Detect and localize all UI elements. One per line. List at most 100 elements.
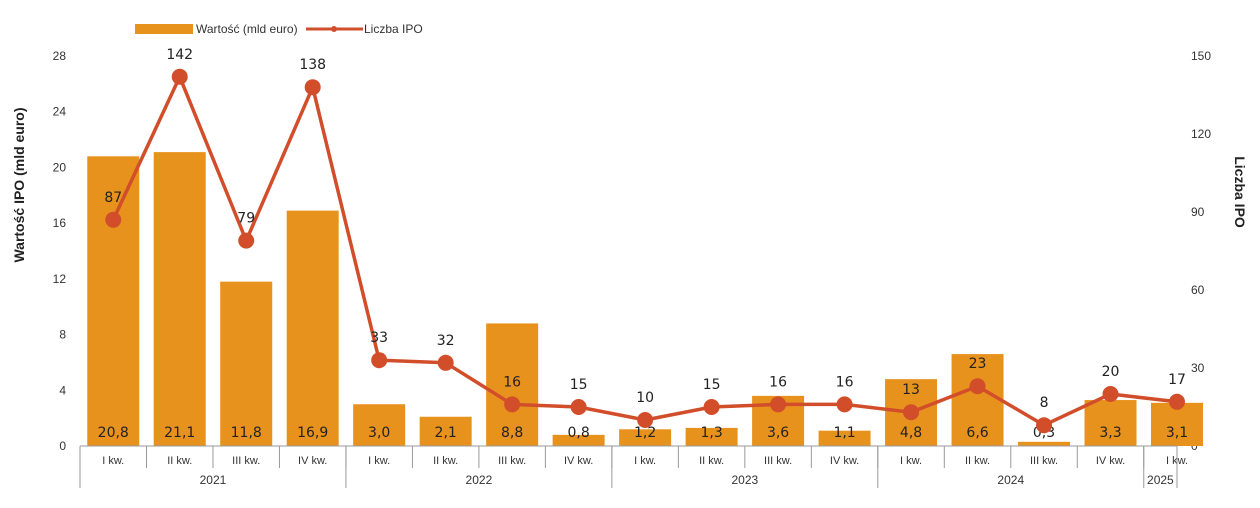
category-label: I kw. bbox=[634, 455, 656, 467]
category-label: I kw. bbox=[368, 455, 390, 467]
line-point bbox=[171, 68, 188, 85]
line-series bbox=[105, 68, 1185, 434]
y2-tick-label: 150 bbox=[1191, 49, 1211, 63]
bar bbox=[419, 416, 472, 446]
line-point bbox=[637, 412, 654, 428]
bar bbox=[685, 427, 738, 446]
y-tick-label: 12 bbox=[53, 272, 67, 286]
y2-tick-label: 120 bbox=[1191, 127, 1211, 141]
bar bbox=[552, 434, 605, 446]
line-value-label: 138 bbox=[299, 57, 326, 73]
bar-value-label: 0,8 bbox=[568, 425, 590, 441]
legend-bar-label: Wartość (mld euro) bbox=[196, 22, 298, 36]
bar bbox=[1151, 402, 1203, 446]
bar-value-label: 1,2 bbox=[634, 425, 656, 441]
line-point bbox=[304, 79, 321, 96]
bar bbox=[353, 404, 406, 446]
line-point bbox=[238, 232, 255, 249]
bar bbox=[818, 430, 871, 446]
y-tick-label: 16 bbox=[53, 216, 67, 230]
y-tick-label: 8 bbox=[59, 328, 66, 342]
line-value-label: 87 bbox=[104, 190, 122, 206]
bar bbox=[951, 354, 1004, 446]
line-point bbox=[836, 396, 853, 413]
y-tick-label: 0 bbox=[59, 439, 66, 453]
category-label: III kw. bbox=[232, 455, 260, 467]
line-point bbox=[105, 211, 122, 228]
category-label: III kw. bbox=[764, 455, 792, 467]
line-point bbox=[703, 399, 720, 415]
line-value-label: 13 bbox=[902, 382, 920, 398]
series-line bbox=[111, 75, 1178, 427]
y-axis-title: Wartość IPO (mld euro) bbox=[11, 107, 27, 262]
line-value-label: 142 bbox=[166, 47, 193, 63]
line-value-label: 79 bbox=[237, 211, 255, 227]
line-point bbox=[1036, 417, 1053, 434]
bar-value-label: 20,8 bbox=[98, 425, 129, 441]
x-axis: I kw. II kw. III kw. IV kw. I kw. II kw. III k… bbox=[79, 445, 1188, 488]
line-point bbox=[371, 352, 388, 369]
bar-value-label: 8,8 bbox=[501, 425, 523, 441]
category-label: IV kw. bbox=[830, 455, 859, 467]
y-tick-label: 28 bbox=[53, 49, 67, 63]
category-label: IV kw. bbox=[1096, 455, 1125, 467]
category-label: II kw. bbox=[433, 455, 458, 467]
line-point bbox=[903, 404, 920, 421]
bar-value-label: 3,0 bbox=[368, 425, 390, 441]
bar bbox=[87, 156, 140, 447]
bar bbox=[1084, 400, 1137, 446]
y2-axis-ticks: 0306090120150 bbox=[1191, 49, 1211, 453]
line-point bbox=[770, 396, 787, 413]
line-value-label: 16 bbox=[503, 374, 521, 390]
bar-value-label: 1,3 bbox=[700, 425, 722, 441]
legend-bar-swatch bbox=[135, 24, 193, 34]
year-label: 2025 bbox=[1147, 473, 1174, 487]
line-value-label: 16 bbox=[769, 374, 787, 390]
line-value-label: 10 bbox=[636, 390, 654, 406]
y-tick-label: 4 bbox=[59, 383, 66, 397]
year-label: 2024 bbox=[997, 473, 1024, 487]
bar-value-label: 2,1 bbox=[435, 425, 457, 441]
category-label: II kw. bbox=[167, 455, 192, 467]
category-label: I kw. bbox=[102, 455, 124, 467]
category-label: III kw. bbox=[1030, 455, 1058, 467]
bar bbox=[153, 152, 206, 446]
line-point bbox=[969, 378, 986, 395]
line-point bbox=[1102, 386, 1119, 402]
y2-tick-label: 30 bbox=[1191, 361, 1205, 375]
bars bbox=[87, 152, 1203, 447]
category-label: II kw. bbox=[965, 455, 990, 467]
category-label: I kw. bbox=[900, 455, 922, 467]
line-point bbox=[570, 399, 587, 415]
category-label: IV kw. bbox=[298, 455, 327, 467]
bar-value-label: 1,1 bbox=[833, 425, 855, 441]
bar-value-label: 11,8 bbox=[231, 425, 262, 441]
line-value-label: 15 bbox=[570, 377, 588, 393]
line-value-label: 20 bbox=[1102, 364, 1120, 380]
line-value-label: 33 bbox=[370, 330, 388, 346]
bar-value-label: 3,3 bbox=[1099, 425, 1121, 441]
line-value-labels: 87 142 79 138 33 32 16 15 10 15 16 16 13 23 8 20 17 bbox=[104, 47, 1186, 411]
bar-value-label: 4,8 bbox=[900, 425, 922, 441]
y2-tick-label: 60 bbox=[1191, 283, 1205, 297]
line-value-label: 8 bbox=[1040, 395, 1049, 411]
y-axis-ticks: 0 4 8 12 16 20 24 28 bbox=[53, 49, 67, 453]
line-value-label: 16 bbox=[836, 374, 854, 390]
bar bbox=[619, 429, 672, 446]
line-point bbox=[437, 354, 454, 371]
legend-line-label: Liczba IPO bbox=[364, 22, 423, 36]
line-value-label: 23 bbox=[969, 356, 987, 372]
year-label: 2021 bbox=[200, 473, 227, 487]
bar-value-label: 3,6 bbox=[767, 425, 789, 441]
line-point bbox=[1169, 393, 1185, 410]
bar bbox=[220, 281, 273, 446]
category-label: III kw. bbox=[498, 455, 526, 467]
bar-value-label: 16,9 bbox=[297, 425, 328, 441]
line-value-label: 32 bbox=[437, 333, 455, 349]
bar bbox=[486, 323, 539, 446]
year-label: 2022 bbox=[466, 473, 493, 487]
line-value-label: 17 bbox=[1168, 372, 1186, 388]
line-value-label: 15 bbox=[703, 377, 721, 393]
category-label: II kw. bbox=[699, 455, 724, 467]
